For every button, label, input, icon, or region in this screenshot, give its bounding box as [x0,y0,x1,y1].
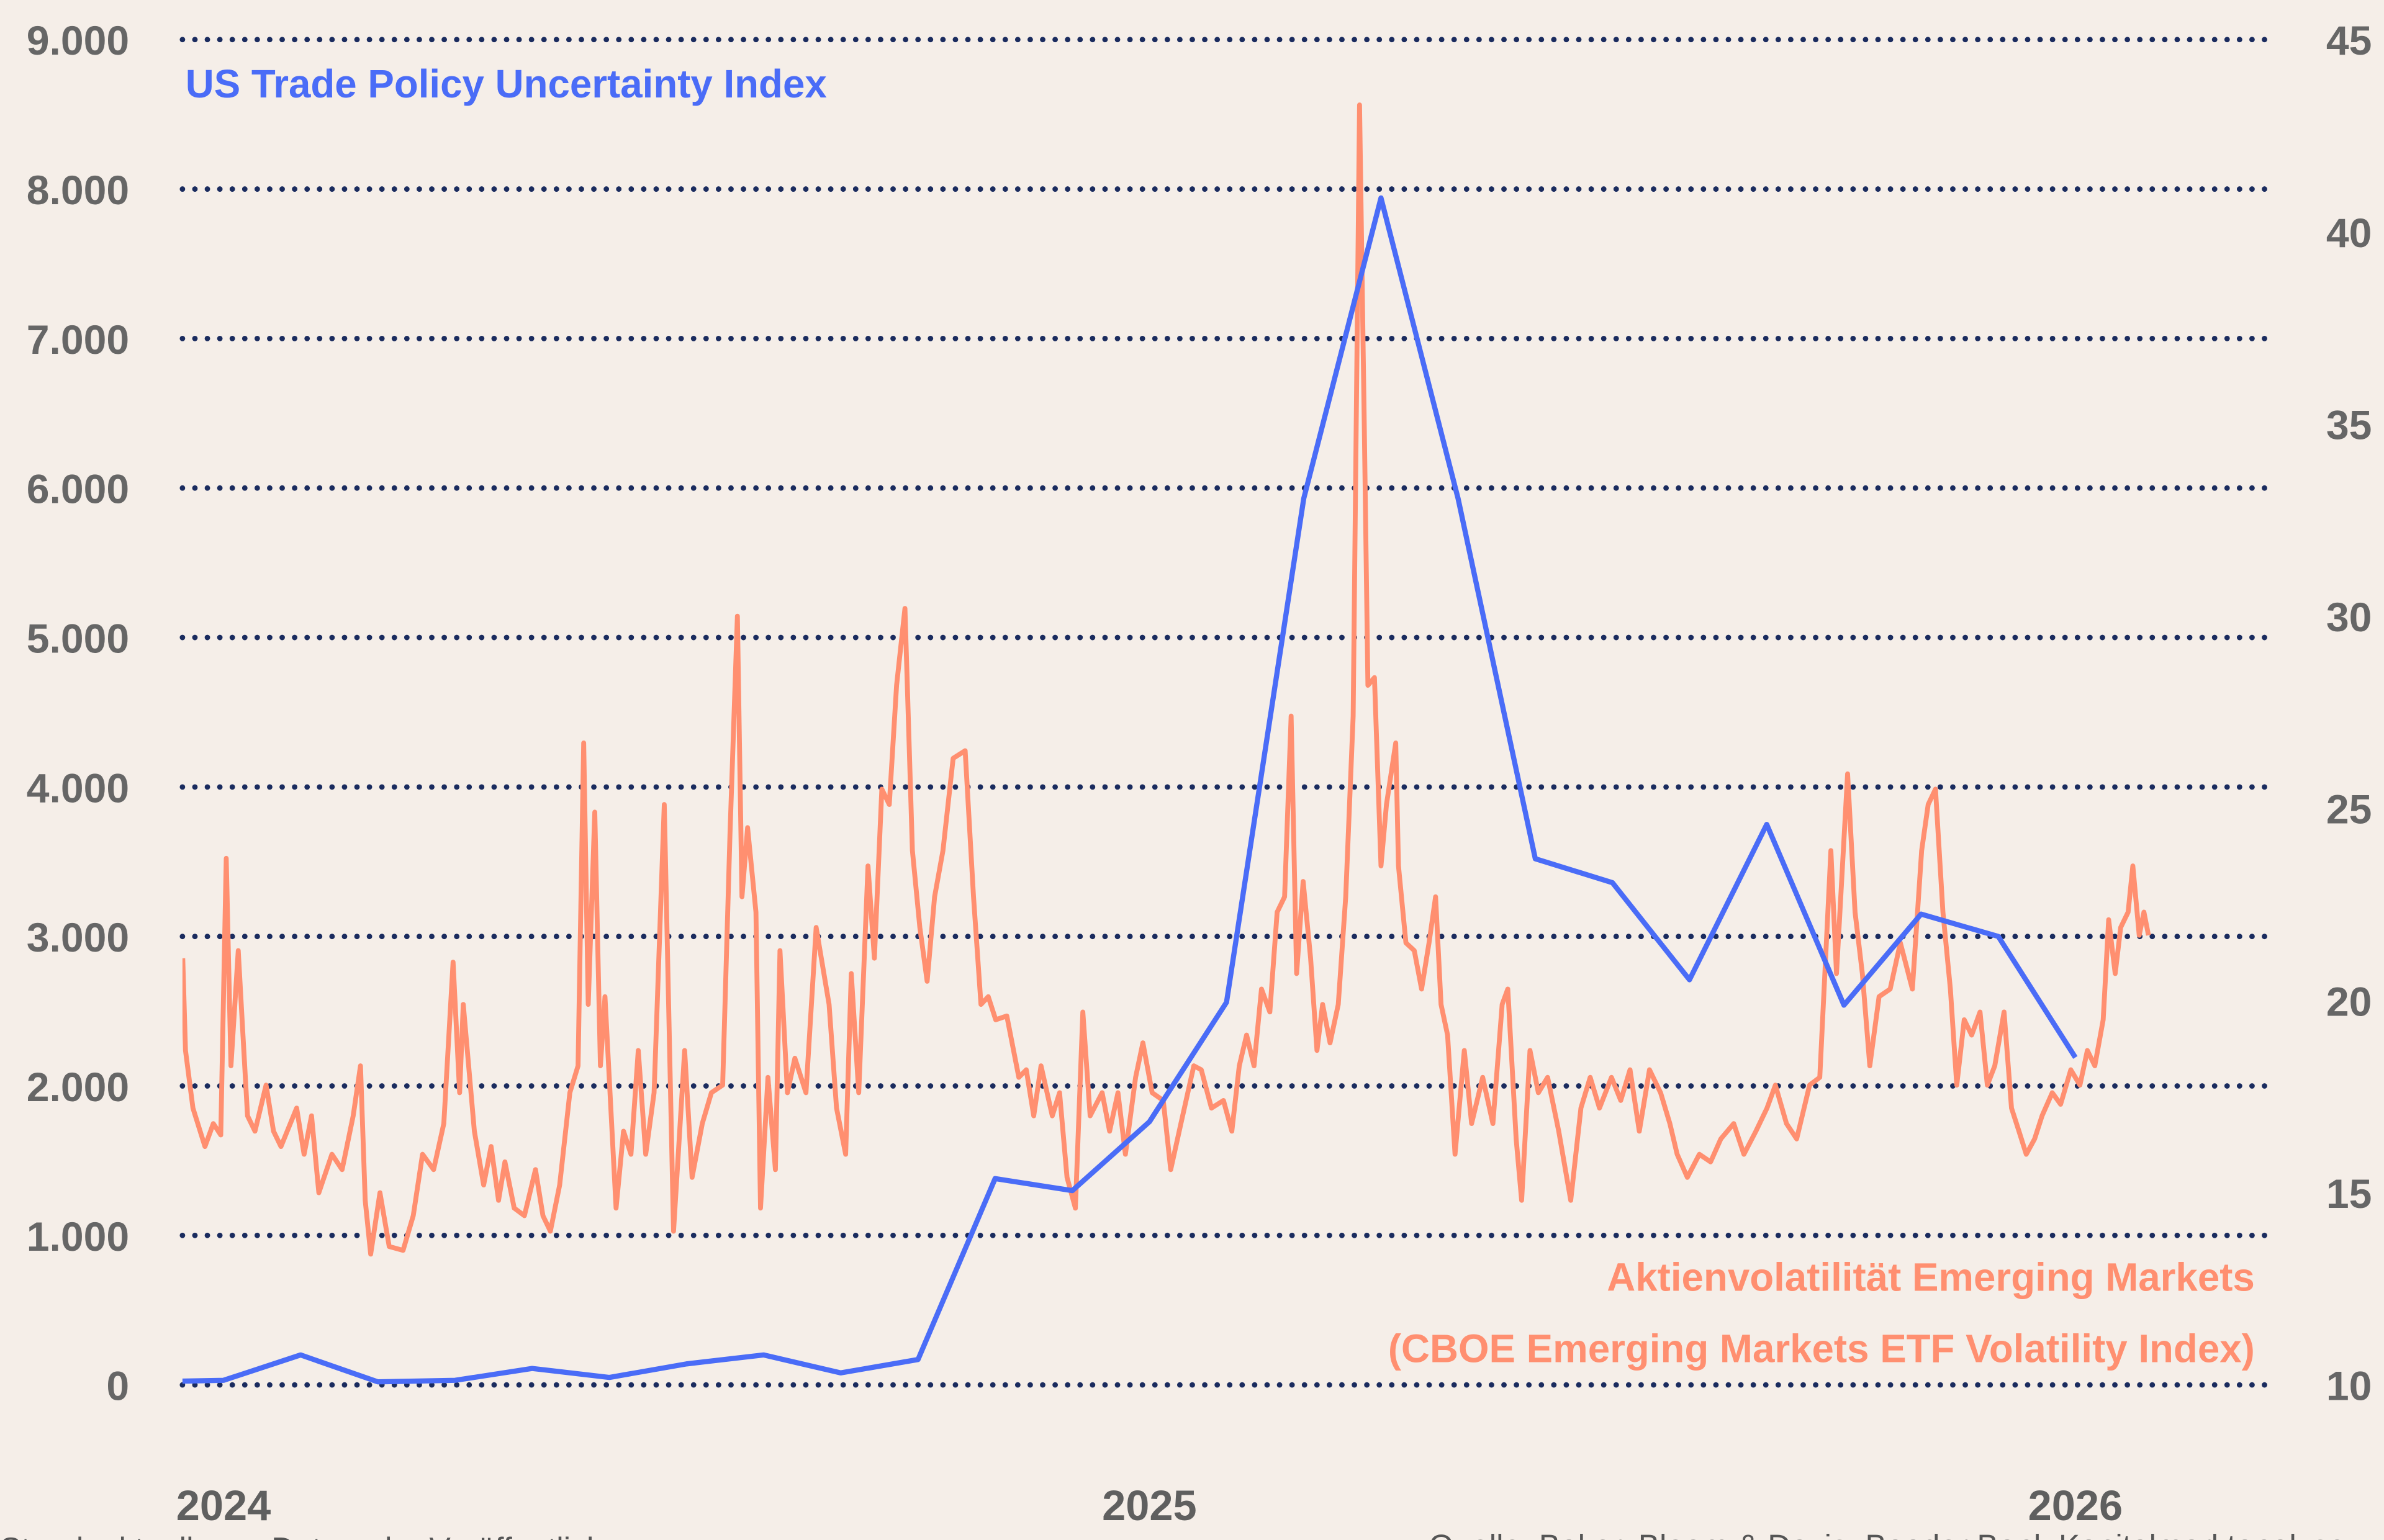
legend-volatility-line2: (CBOE Emerging Markets ETF Volatility In… [1388,1326,2255,1371]
volatility-series-line [182,102,2151,1257]
right-tick-label: 15 [2326,1171,2372,1217]
left-tick-label: 7.000 [27,317,129,363]
right-tick-label: 30 [2326,595,2372,641]
right-tick-label: 35 [2326,402,2372,448]
left-tick-label: 4.000 [27,765,129,811]
left-tick-label: 8.000 [27,168,129,214]
legend-volatility-line1: Aktienvolatilität Emerging Markets [1607,1255,2255,1299]
left-axis-ticks: 0 1.000 2.000 3.000 4.000 5.000 6.000 7.000 8.00… [27,18,129,1409]
x-axis-ticks: 2024 2025 2026 [176,1482,2123,1529]
gridlines [179,37,2269,1388]
left-tick-label: 3.000 [27,915,129,961]
right-tick-label: 20 [2326,979,2372,1025]
footer-source: Quelle: Baker, Bloom & Davis, Baader Ban… [1429,1528,2346,1540]
right-tick-label: 45 [2326,18,2372,64]
x-tick-label: 2024 [176,1482,271,1529]
x-tick-label: 2025 [1102,1482,1197,1529]
left-tick-label: 9.000 [27,18,129,64]
trade-policy-series-line [182,195,2078,1385]
x-tick-label: 2026 [2028,1482,2123,1529]
footer-status: Stand: aktuell zum Datum der Veröffentli… [0,1531,657,1540]
left-tick-label: 5.000 [27,616,129,662]
right-tick-label: 40 [2326,210,2372,256]
right-tick-label: 10 [2326,1364,2372,1410]
left-tick-label: 2.000 [27,1065,129,1110]
left-tick-label: 1.000 [27,1214,129,1260]
left-tick-label: 0 [106,1364,129,1410]
right-tick-label: 25 [2326,787,2372,833]
left-tick-label: 6.000 [27,467,129,513]
legend-trade-policy: US Trade Policy Uncertainty Index [186,62,827,106]
right-axis-ticks: 10 15 20 25 30 35 40 45 [2326,18,2372,1409]
